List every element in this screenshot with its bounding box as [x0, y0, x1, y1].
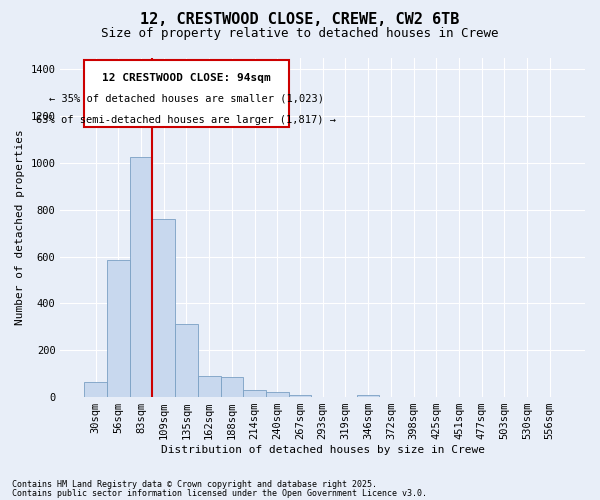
- Text: Size of property relative to detached houses in Crewe: Size of property relative to detached ho…: [101, 28, 499, 40]
- X-axis label: Distribution of detached houses by size in Crewe: Distribution of detached houses by size …: [161, 445, 485, 455]
- Bar: [289, 394, 311, 397]
- Bar: [130, 157, 152, 397]
- Bar: [221, 377, 243, 397]
- Bar: [198, 376, 221, 397]
- Text: 63% of semi-detached houses are larger (1,817) →: 63% of semi-detached houses are larger (…: [37, 115, 337, 125]
- Bar: [107, 260, 130, 397]
- Bar: [152, 219, 175, 397]
- Text: 12, CRESTWOOD CLOSE, CREWE, CW2 6TB: 12, CRESTWOOD CLOSE, CREWE, CW2 6TB: [140, 12, 460, 28]
- Y-axis label: Number of detached properties: Number of detached properties: [15, 130, 25, 325]
- Bar: [243, 390, 266, 397]
- Bar: [357, 394, 379, 397]
- Text: Contains HM Land Registry data © Crown copyright and database right 2025.: Contains HM Land Registry data © Crown c…: [12, 480, 377, 489]
- Bar: [84, 382, 107, 397]
- Text: 12 CRESTWOOD CLOSE: 94sqm: 12 CRESTWOOD CLOSE: 94sqm: [102, 72, 271, 83]
- Bar: [175, 324, 198, 397]
- FancyBboxPatch shape: [84, 60, 289, 126]
- Bar: [266, 392, 289, 397]
- Text: ← 35% of detached houses are smaller (1,023): ← 35% of detached houses are smaller (1,…: [49, 94, 324, 104]
- Text: Contains public sector information licensed under the Open Government Licence v3: Contains public sector information licen…: [12, 488, 427, 498]
